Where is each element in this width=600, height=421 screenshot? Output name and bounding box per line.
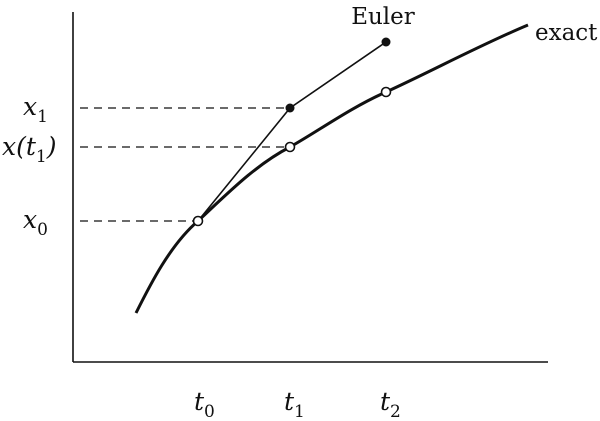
exact-point-x0 <box>192 215 204 227</box>
t-label-t1: t1 <box>284 387 305 421</box>
exact-label: exact <box>535 20 598 46</box>
y-label-x0: x0 <box>23 205 48 240</box>
exact-solution-curve <box>134 23 529 314</box>
exact-point-xt2 <box>380 86 392 98</box>
euler-point-x1 <box>285 103 295 113</box>
euler-label: Euler <box>351 4 415 30</box>
euler-point-x2 <box>381 37 391 47</box>
t-label-t2: t2 <box>380 387 401 421</box>
y-label-xt1: x(t1) <box>2 132 57 167</box>
exact-point-xt1 <box>284 141 296 153</box>
y-label-x1: x1 <box>23 92 48 127</box>
t-label-t0: t0 <box>194 387 215 421</box>
